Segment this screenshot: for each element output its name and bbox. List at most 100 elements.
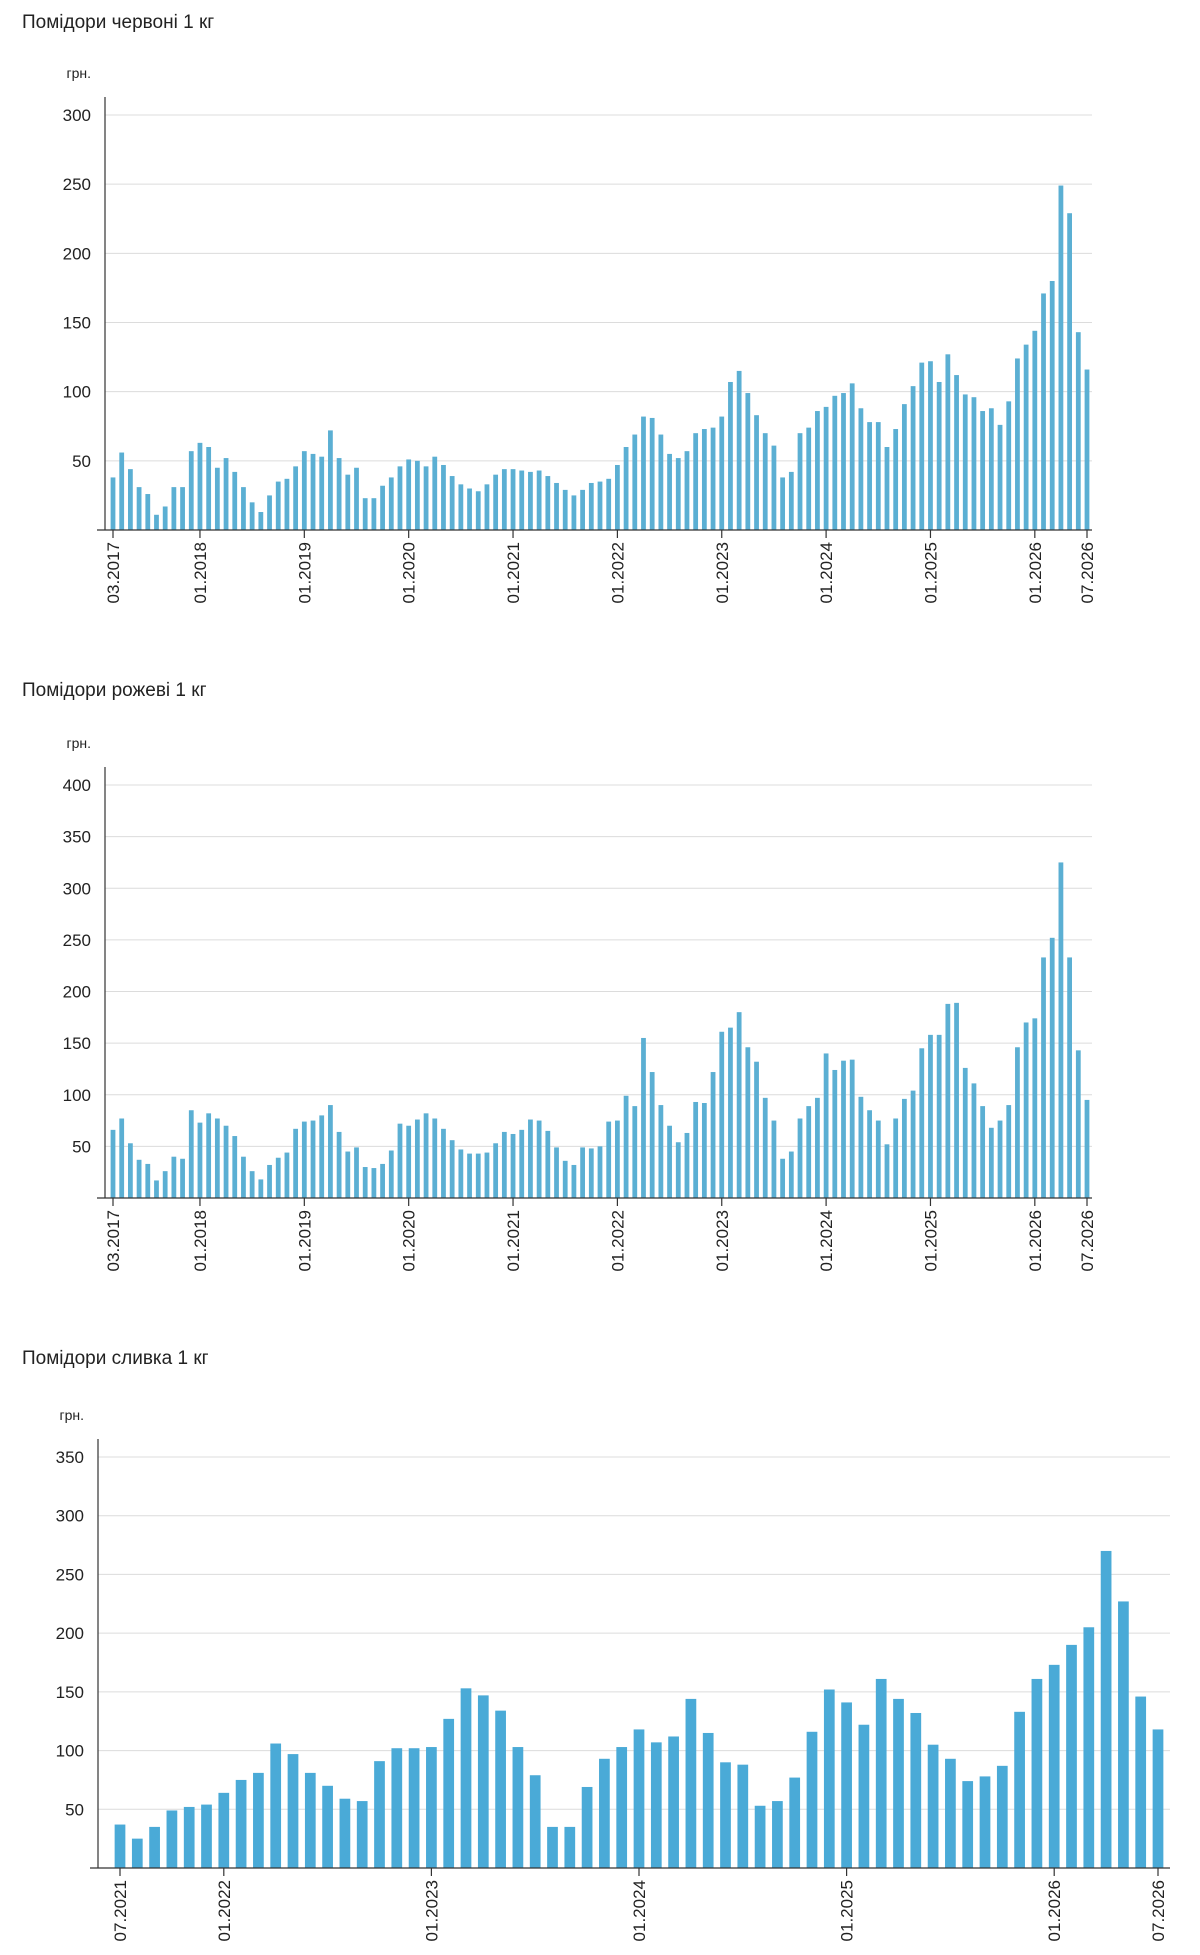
bar — [580, 1147, 585, 1198]
bar — [218, 1792, 230, 1868]
bar — [754, 1805, 766, 1868]
bar — [458, 1149, 464, 1198]
bar — [858, 408, 864, 530]
bar — [797, 1118, 803, 1198]
chart-title: Помідори червоні 1 кг — [22, 12, 215, 33]
bar — [928, 1034, 933, 1198]
y-tick-label: 100 — [56, 1742, 84, 1761]
chart-title: Помідори рожеві 1 кг — [22, 680, 207, 701]
bar — [927, 1744, 939, 1868]
y-tick-label: 200 — [63, 983, 91, 1002]
bar — [650, 1742, 662, 1868]
bar — [354, 1147, 359, 1198]
bar — [649, 1072, 655, 1198]
bar — [667, 453, 672, 530]
bar — [701, 429, 707, 530]
chart-panel-pink-tomatoes: Помідори рожеві 1 кг 50 100 150 200 250 300 35… — [0, 668, 1200, 1328]
bar — [249, 502, 255, 530]
bar — [293, 466, 299, 530]
y-tick-label: 300 — [63, 879, 91, 898]
x-tick-label: 07.2021 — [111, 1880, 130, 1941]
bar — [597, 1146, 603, 1198]
bar — [580, 489, 585, 530]
x-tick-label: 03.2017 — [104, 1210, 123, 1271]
bar — [545, 476, 551, 530]
bar — [528, 1119, 533, 1198]
bar — [780, 1158, 786, 1198]
x-tick-label: 01.2018 — [191, 1210, 210, 1271]
bar — [293, 1128, 299, 1198]
bar — [762, 433, 768, 530]
bar — [356, 1801, 368, 1868]
bar — [771, 1120, 777, 1198]
bar — [484, 1152, 490, 1198]
bar — [414, 1119, 420, 1198]
bar — [832, 395, 838, 530]
bar — [971, 397, 977, 530]
bar — [936, 1034, 942, 1198]
bar — [823, 1053, 829, 1198]
bar — [623, 1095, 629, 1198]
y-tick-label: 150 — [63, 314, 91, 333]
bar — [180, 1158, 185, 1198]
y-tick-label: 350 — [56, 1448, 84, 1467]
bar — [241, 487, 246, 530]
bar — [588, 1148, 594, 1198]
bar-chart-pink-tomatoes: 50 100 150 200 250 300 350 400 грн. 03.2017 01.201… — [63, 735, 1097, 1271]
bar — [597, 481, 603, 530]
bar — [119, 1118, 125, 1198]
bar — [562, 1160, 568, 1198]
bar — [745, 1047, 751, 1198]
bar — [319, 456, 325, 530]
bar — [287, 1754, 299, 1868]
bar — [667, 1125, 672, 1198]
x-tick-label: 01.2020 — [400, 1210, 419, 1271]
bar — [702, 1732, 714, 1868]
bar — [362, 1167, 368, 1198]
bar — [536, 1120, 542, 1198]
y-tick-label: 100 — [63, 1086, 91, 1105]
bar — [528, 471, 533, 530]
x-tick-label: 07.2026 — [1078, 542, 1097, 603]
bar — [460, 1688, 472, 1868]
bar — [1058, 862, 1064, 1198]
bar — [806, 1106, 812, 1198]
bar — [426, 1747, 437, 1868]
bar — [408, 1748, 420, 1868]
bar — [1118, 1601, 1129, 1868]
bar — [284, 478, 290, 530]
bar — [322, 1785, 333, 1868]
bar — [391, 1748, 403, 1868]
bar — [1066, 1644, 1077, 1868]
bar — [919, 362, 925, 530]
x-tick-label: 01.2018 — [191, 542, 210, 603]
bar — [510, 1133, 516, 1198]
bar — [1100, 1550, 1112, 1868]
y-tick-label: 50 — [65, 1800, 84, 1819]
bar — [328, 1105, 333, 1198]
bar — [145, 1163, 151, 1198]
bar — [979, 1776, 991, 1868]
bar — [954, 1002, 959, 1198]
bar — [910, 1712, 922, 1868]
bar — [201, 1804, 212, 1868]
y-axis-unit-label: грн. — [66, 735, 91, 751]
bar — [1006, 1105, 1012, 1198]
bar — [114, 1824, 126, 1868]
bar — [893, 1698, 904, 1868]
bar — [232, 471, 238, 530]
bar — [258, 1179, 264, 1198]
bar — [345, 1151, 351, 1198]
bar — [693, 433, 699, 530]
bar — [1041, 957, 1046, 1198]
bar — [806, 1731, 818, 1868]
x-tick-label: 07.2026 — [1149, 1880, 1168, 1941]
bar — [235, 1779, 247, 1868]
bar — [354, 467, 359, 530]
bar — [166, 1810, 178, 1868]
bar — [1015, 358, 1020, 530]
bar — [493, 474, 499, 530]
bar — [374, 1761, 385, 1868]
bar — [336, 1131, 342, 1198]
bar — [554, 482, 559, 530]
